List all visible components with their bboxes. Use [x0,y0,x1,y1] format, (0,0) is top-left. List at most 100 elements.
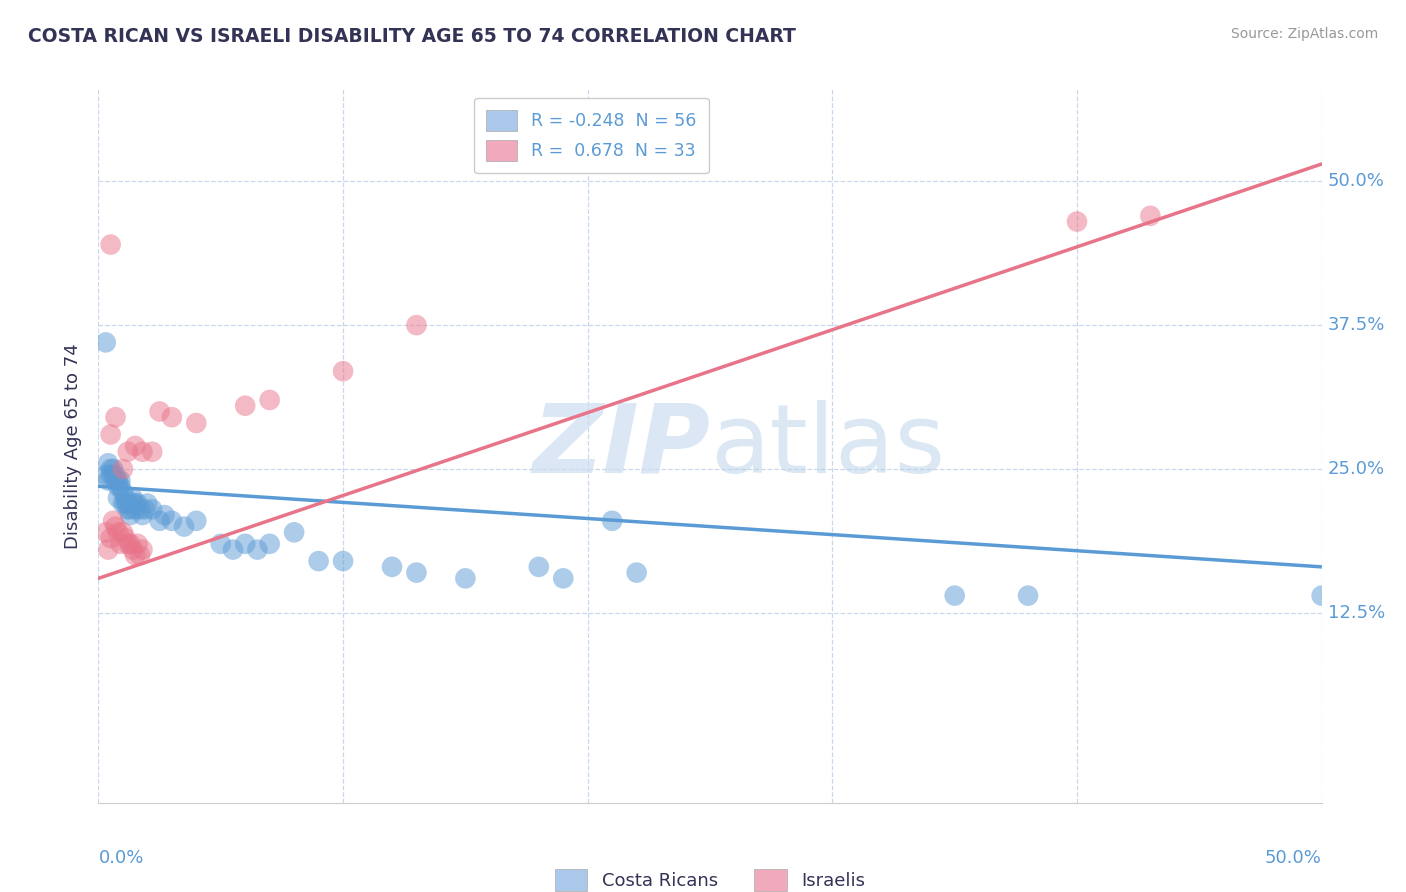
Point [454,571,477,585]
Point [107,525,129,540]
Point [233,537,256,551]
Point [283,525,305,540]
Point [160,514,183,528]
Point [127,497,149,511]
Text: 37.5%: 37.5% [1327,316,1385,334]
Point [141,502,163,516]
Point [186,514,208,528]
Point [131,444,153,458]
Text: COSTA RICAN VS ISRAELI DISABILITY AGE 65 TO 74 CORRELATION CHART: COSTA RICAN VS ISRAELI DISABILITY AGE 65… [28,27,796,45]
Point [222,542,245,557]
Y-axis label: Disability Age 65 to 74: Disability Age 65 to 74 [65,343,83,549]
Point [111,462,134,476]
Text: 12.5%: 12.5% [1327,604,1385,622]
Point [114,491,136,505]
Text: 50.0%: 50.0% [1327,172,1385,190]
Point [381,559,404,574]
Point [209,537,232,551]
Text: 0.0%: 0.0% [98,849,143,867]
Point [107,474,129,488]
Point [173,519,195,533]
Point [104,474,127,488]
Point [124,502,146,516]
Point [259,537,281,551]
Point [332,554,354,568]
Point [97,542,120,557]
Point [114,531,136,545]
Point [1139,209,1161,223]
Point [1066,214,1088,228]
Point [110,474,132,488]
Point [124,439,146,453]
Point [94,525,117,540]
Text: 50.0%: 50.0% [1265,849,1322,867]
Point [136,497,159,511]
Point [121,491,143,505]
Point [259,392,281,407]
Point [233,399,256,413]
Point [121,497,143,511]
Text: Source: ZipAtlas.com: Source: ZipAtlas.com [1230,27,1378,41]
Point [129,502,152,516]
Point [111,485,134,500]
Text: 25.0%: 25.0% [1327,460,1385,478]
Point [121,542,143,557]
Point [124,497,146,511]
Point [104,467,127,482]
Point [120,502,142,516]
Point [626,566,648,580]
Point [527,559,550,574]
Point [104,519,127,533]
Point [107,479,129,493]
Point [405,566,427,580]
Point [107,491,129,505]
Point [600,514,623,528]
Point [110,537,132,551]
Point [97,456,120,470]
Point [124,549,146,563]
Point [149,404,172,418]
Point [100,467,122,482]
Point [332,364,354,378]
Point [101,467,124,482]
Point [129,549,152,563]
Point [553,571,575,585]
Point [134,502,156,516]
Point [246,542,269,557]
Point [101,462,124,476]
Point [117,444,139,458]
Legend: Costa Ricans, Israelis: Costa Ricans, Israelis [548,862,872,892]
Point [160,410,183,425]
Point [186,416,208,430]
Point [131,508,153,522]
Point [101,514,124,528]
Point [120,537,142,551]
Point [100,531,122,545]
Point [111,525,134,540]
Point [127,537,149,551]
Point [117,497,139,511]
Point [100,462,122,476]
Point [943,589,966,603]
Point [120,508,142,522]
Point [141,444,163,458]
Point [94,335,117,350]
Point [97,474,120,488]
Text: ZIP: ZIP [531,400,710,492]
Point [100,237,122,252]
Point [100,427,122,442]
Point [1310,589,1333,603]
Text: atlas: atlas [710,400,945,492]
Point [131,542,153,557]
Point [114,497,136,511]
Point [111,497,134,511]
Point [149,514,172,528]
Point [110,479,132,493]
Point [117,502,139,516]
Point [308,554,330,568]
Point [117,537,139,551]
Point [1017,589,1039,603]
Point [153,508,176,522]
Point [405,318,427,333]
Point [94,467,117,482]
